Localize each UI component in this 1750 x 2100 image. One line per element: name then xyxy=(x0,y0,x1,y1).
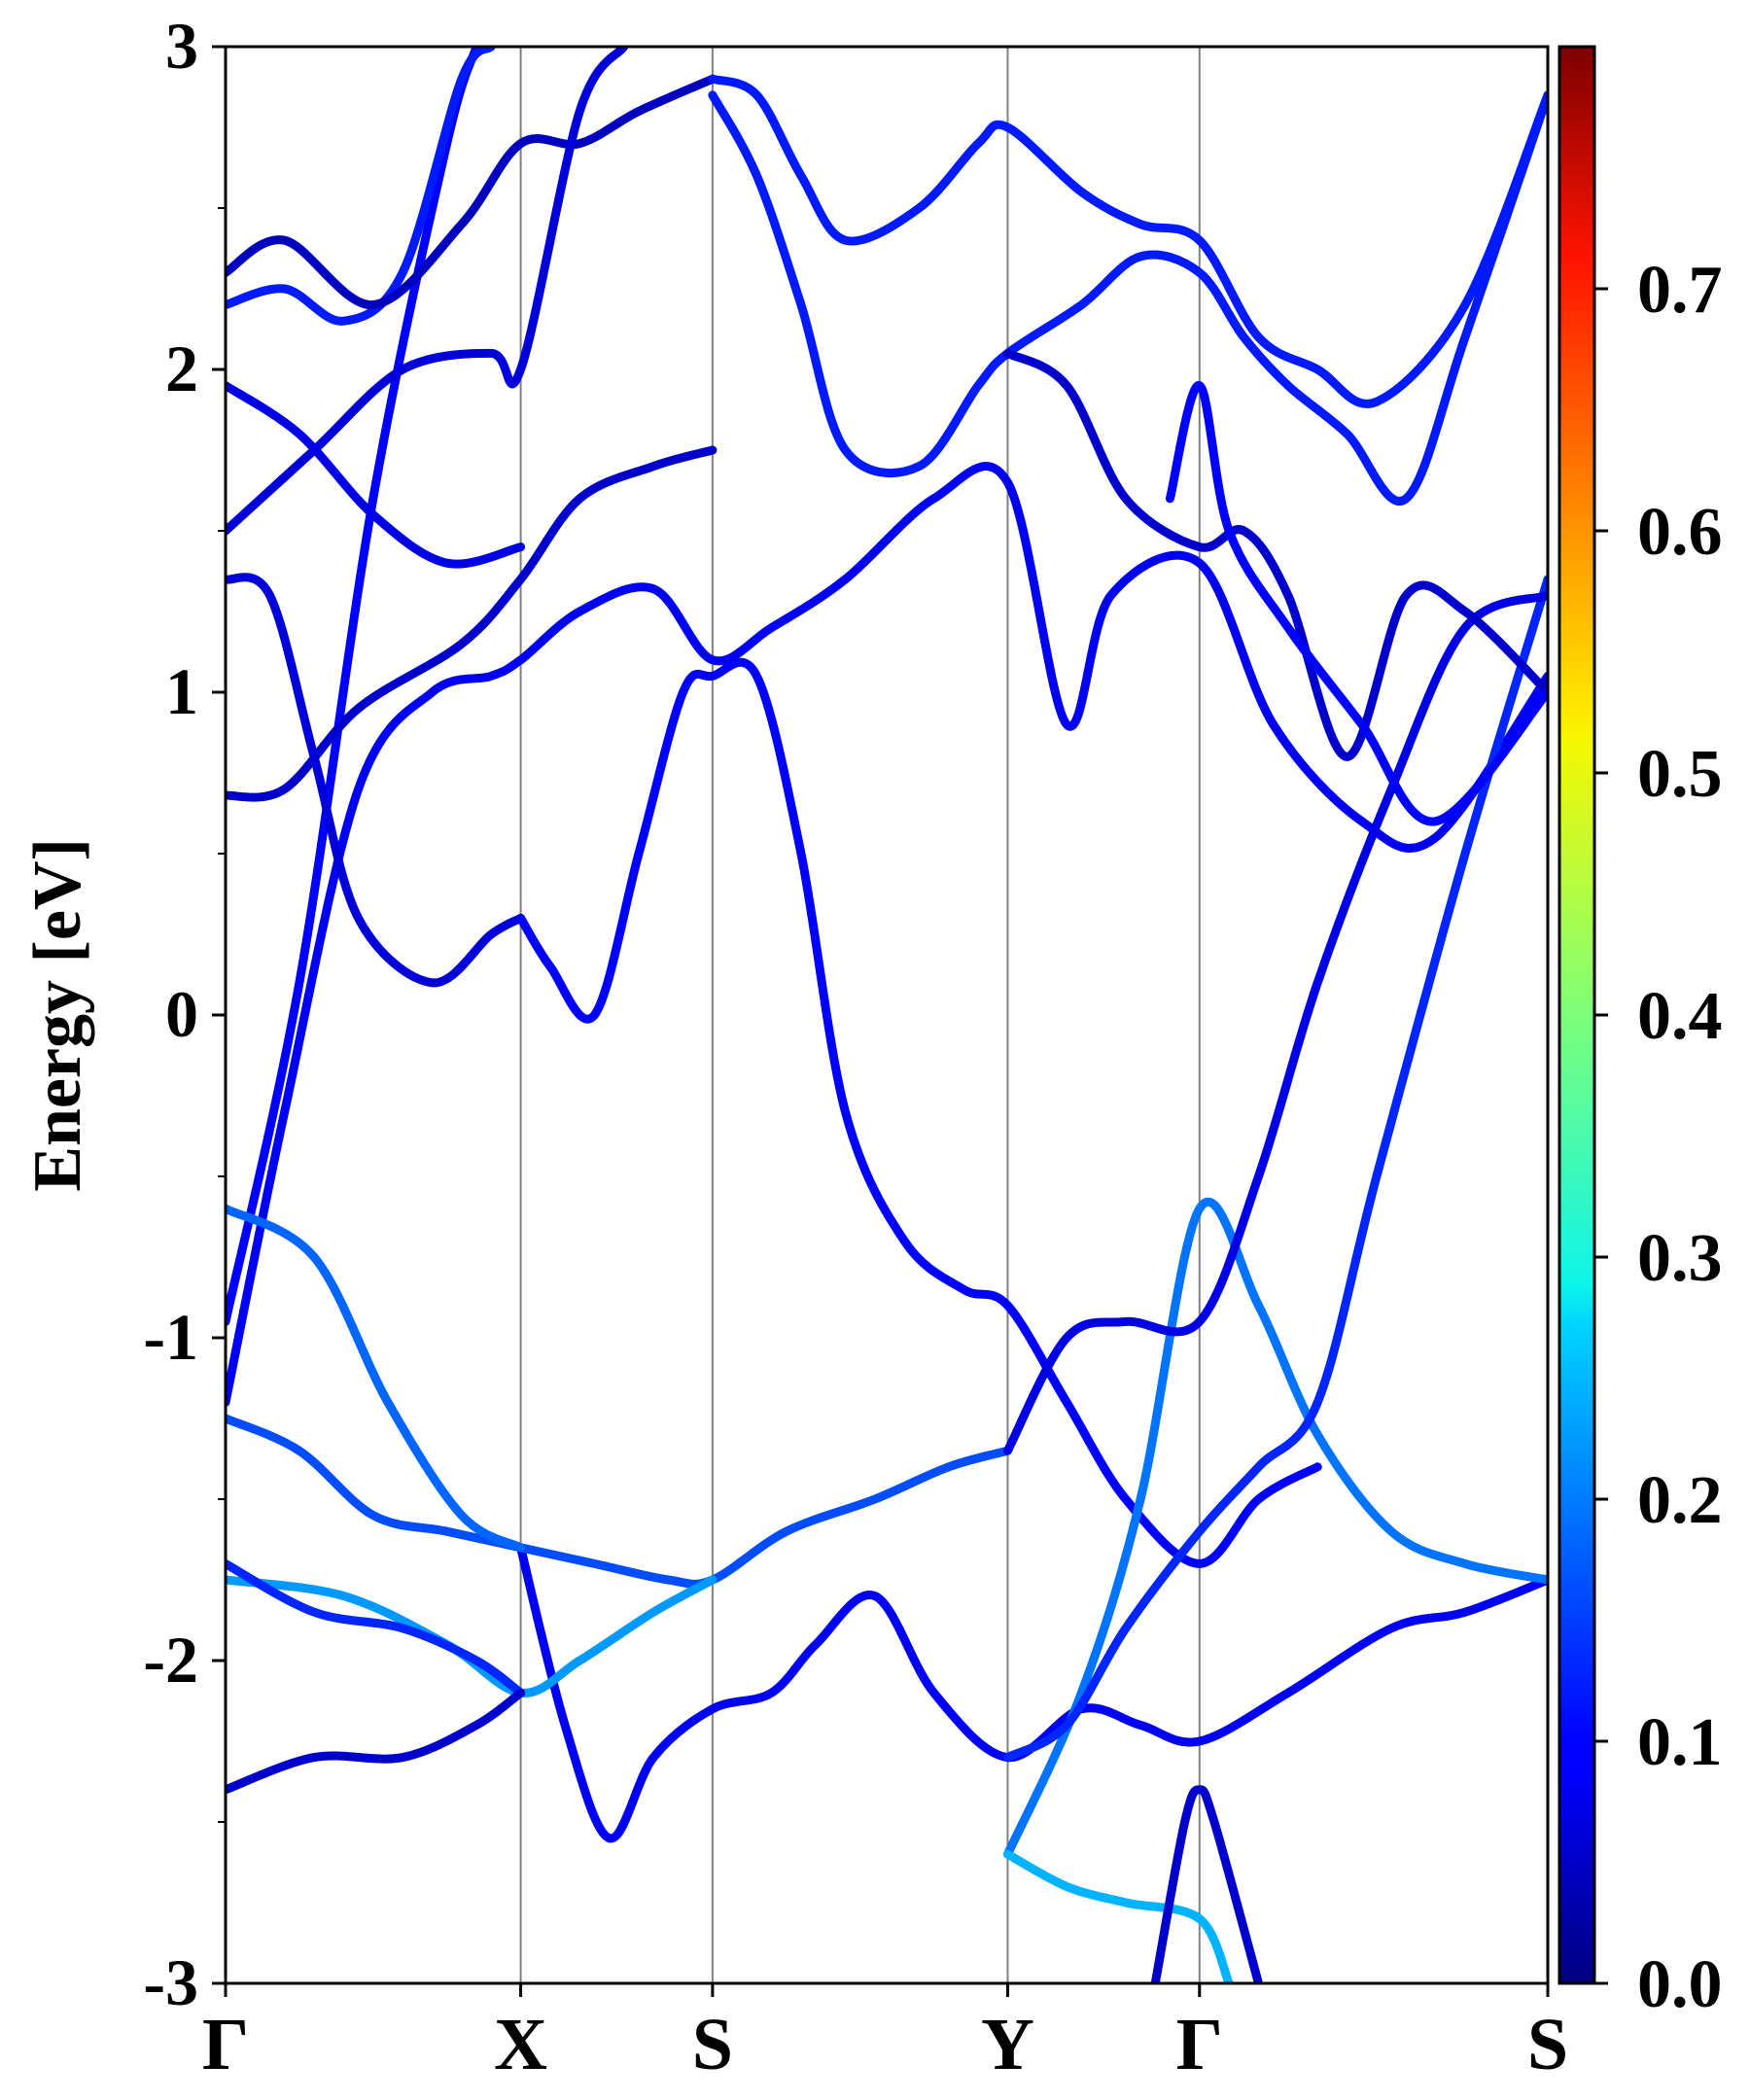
band-line xyxy=(1002,1197,1548,1859)
band-line xyxy=(226,74,718,310)
colorbar-tick-label: 0.3 xyxy=(1637,1221,1723,1296)
band-line xyxy=(226,1414,1012,1589)
band-line xyxy=(226,573,526,988)
x-tick-label: S xyxy=(692,2004,733,2085)
y-axis: -3 -2 -1 0 1 2 3 xyxy=(143,9,226,2019)
colorbar-tick-label: 0.2 xyxy=(1637,1463,1723,1538)
band-line xyxy=(708,74,1548,408)
colorbar-tick-label: 0.4 xyxy=(1637,979,1723,1054)
band-line xyxy=(226,1204,526,1553)
y-tick-label: 2 xyxy=(165,332,198,405)
colorbar-axis: 0.0 0.1 0.2 0.3 0.4 0.5 0.6 0.7 xyxy=(1594,253,1723,2022)
y-axis-label: Energy [eV] xyxy=(20,838,95,1192)
x-tick-label: Γ xyxy=(1176,2004,1223,2085)
band-line xyxy=(226,381,526,569)
plot-frame xyxy=(224,45,1550,1985)
band-line xyxy=(516,1543,1548,1843)
y-tick-label: 3 xyxy=(165,9,198,83)
x-tick-label: Γ xyxy=(202,2004,249,2085)
y-tick-label: -1 xyxy=(143,1300,198,1374)
band-line xyxy=(516,657,1322,1568)
band-line xyxy=(1002,1849,1234,1983)
band-line xyxy=(226,462,1548,1407)
y-tick-label: 0 xyxy=(165,977,198,1051)
high-symmetry-lines xyxy=(519,47,1201,1983)
colorbar-tick-label: 0.0 xyxy=(1637,1947,1723,2022)
x-tick-label: Y xyxy=(981,2004,1034,2085)
band-line xyxy=(226,1558,526,1698)
y-tick-label: -2 xyxy=(143,1623,198,1697)
x-tick-label: X xyxy=(494,2004,547,2085)
band-line xyxy=(1002,590,1548,1455)
band-lines xyxy=(226,47,1548,1983)
colorbar xyxy=(1558,45,1596,1985)
x-tick-label: S xyxy=(1527,2004,1568,2085)
colorbar-tick-label: 0.6 xyxy=(1637,495,1723,570)
band-line xyxy=(226,445,718,802)
band-line xyxy=(1165,381,1548,826)
colorbar-tick-label: 0.7 xyxy=(1637,253,1723,328)
y-tick-label: -3 xyxy=(143,1945,198,2019)
band-line xyxy=(1002,575,1548,1763)
band-line xyxy=(226,1688,526,1795)
colorbar-tick-label: 0.5 xyxy=(1637,737,1723,812)
band-line xyxy=(1002,348,1548,761)
band-line xyxy=(226,47,496,326)
band-line xyxy=(708,90,1548,506)
colorbar-tick-label: 0.1 xyxy=(1637,1705,1723,1780)
band-line xyxy=(1150,1785,1263,1983)
band-line xyxy=(226,1575,718,1698)
y-tick-label: 1 xyxy=(165,654,198,728)
